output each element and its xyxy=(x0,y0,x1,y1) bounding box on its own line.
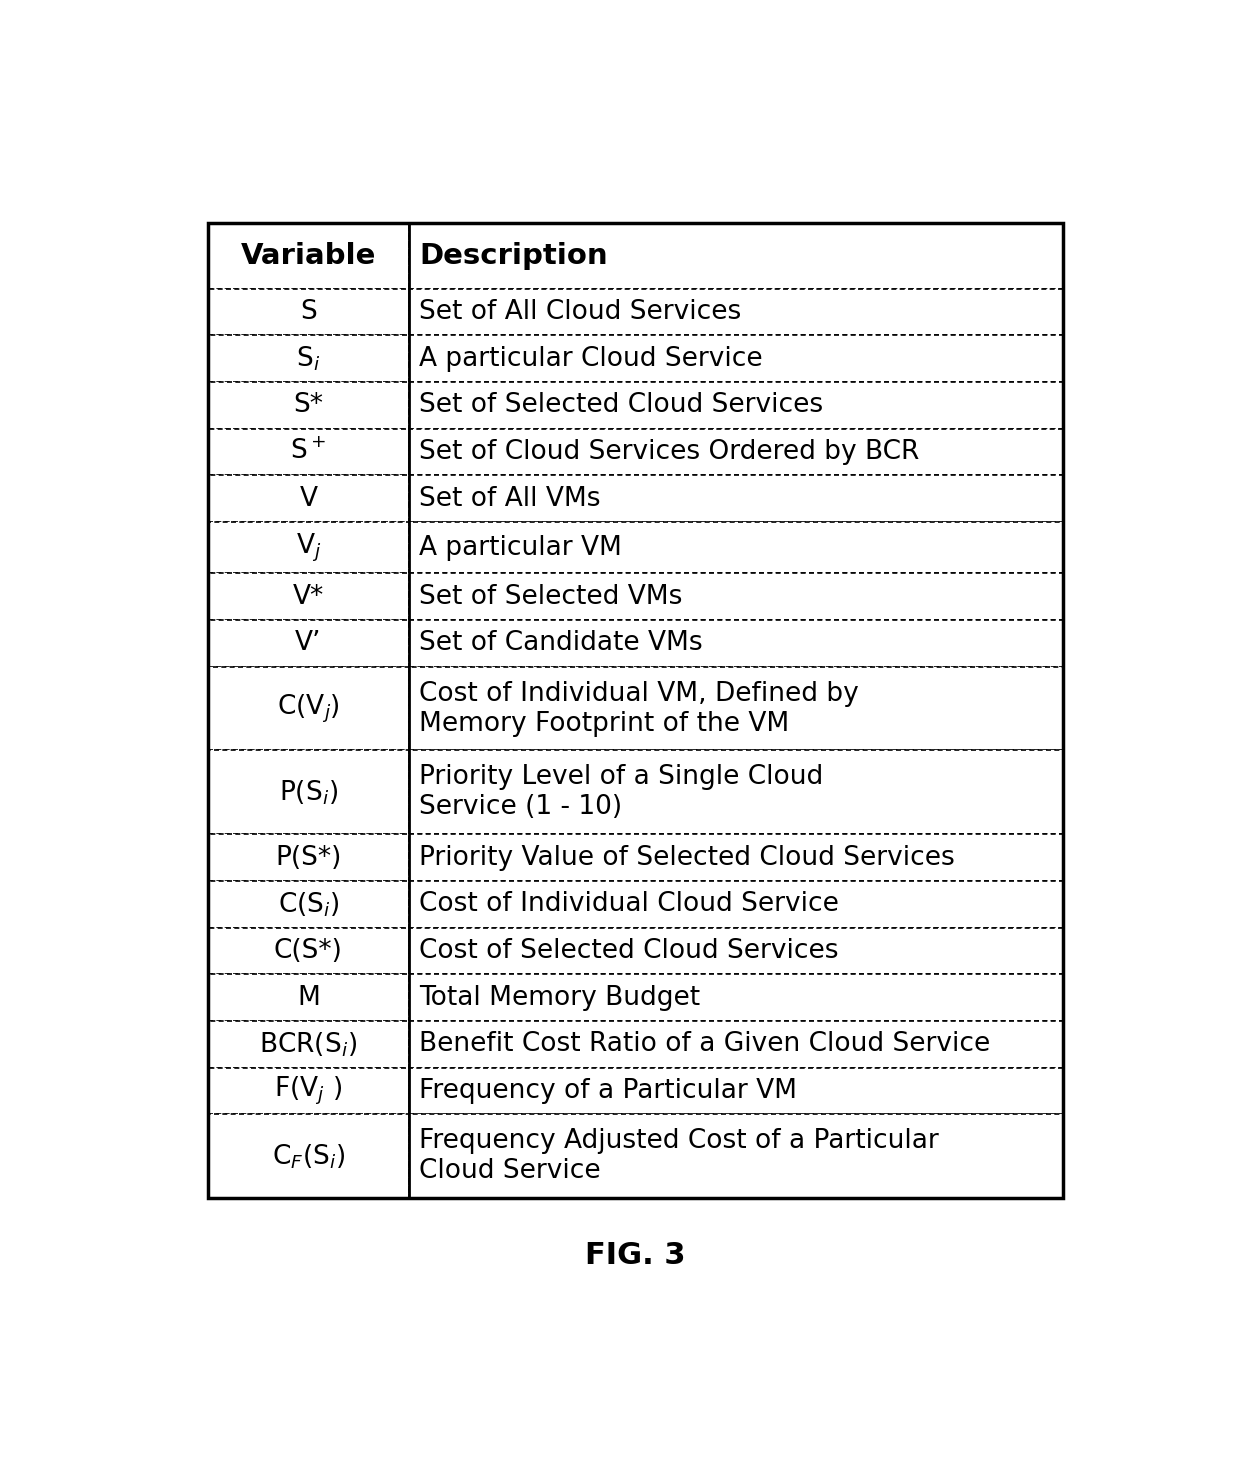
Bar xyxy=(208,621,409,666)
Bar xyxy=(409,521,1063,573)
Text: C(S$_i$): C(S$_i$) xyxy=(278,890,340,918)
Bar xyxy=(409,475,1063,521)
Bar xyxy=(409,1114,1063,1198)
Bar xyxy=(208,289,409,335)
Text: Frequency Adjusted Cost of a Particular
Cloud Service: Frequency Adjusted Cost of a Particular … xyxy=(419,1129,939,1185)
Bar xyxy=(208,1020,409,1068)
Text: C(S*): C(S*) xyxy=(274,937,342,964)
Bar xyxy=(208,573,409,621)
Text: S$^+$: S$^+$ xyxy=(290,438,326,465)
Bar xyxy=(208,224,409,289)
Text: Set of All VMs: Set of All VMs xyxy=(419,486,600,511)
Bar xyxy=(208,335,409,382)
Text: Priority Value of Selected Cloud Services: Priority Value of Selected Cloud Service… xyxy=(419,844,955,871)
Text: Set of Candidate VMs: Set of Candidate VMs xyxy=(419,631,703,656)
Bar xyxy=(409,428,1063,475)
Bar xyxy=(208,666,409,751)
Text: Priority Level of a Single Cloud
Service (1 - 10): Priority Level of a Single Cloud Service… xyxy=(419,764,823,820)
Text: Frequency of a Particular VM: Frequency of a Particular VM xyxy=(419,1078,797,1103)
Text: S: S xyxy=(300,299,316,324)
Bar xyxy=(208,834,409,881)
Text: C(V$_j$): C(V$_j$) xyxy=(277,692,340,724)
Text: V$_j$: V$_j$ xyxy=(295,532,321,564)
Text: M: M xyxy=(296,985,320,1010)
Text: Set of Selected VMs: Set of Selected VMs xyxy=(419,584,682,610)
Text: FIG. 3: FIG. 3 xyxy=(585,1241,686,1269)
Text: Cost of Individual Cloud Service: Cost of Individual Cloud Service xyxy=(419,892,839,917)
Text: BCR(S$_i$): BCR(S$_i$) xyxy=(259,1031,357,1059)
Bar xyxy=(409,335,1063,382)
Bar xyxy=(208,475,409,521)
Bar xyxy=(208,1114,409,1198)
Text: S*: S* xyxy=(294,392,324,418)
Bar xyxy=(208,521,409,573)
Bar xyxy=(409,621,1063,666)
Text: P(S*): P(S*) xyxy=(275,844,341,871)
Bar xyxy=(409,974,1063,1020)
Text: V’: V’ xyxy=(295,631,321,656)
Bar xyxy=(409,289,1063,335)
Text: Set of Selected Cloud Services: Set of Selected Cloud Services xyxy=(419,392,823,418)
Bar xyxy=(208,974,409,1020)
Text: A particular Cloud Service: A particular Cloud Service xyxy=(419,345,763,372)
Bar xyxy=(409,1020,1063,1068)
Text: Cost of Individual VM, Defined by
Memory Footprint of the VM: Cost of Individual VM, Defined by Memory… xyxy=(419,680,859,736)
Text: Variable: Variable xyxy=(241,241,376,270)
Text: Description: Description xyxy=(419,241,608,270)
Bar xyxy=(208,1068,409,1114)
Text: Cost of Selected Cloud Services: Cost of Selected Cloud Services xyxy=(419,937,838,964)
Text: V*: V* xyxy=(293,584,324,610)
Bar xyxy=(208,382,409,428)
Bar xyxy=(208,428,409,475)
Bar xyxy=(208,927,409,974)
Bar xyxy=(208,224,1063,1198)
Bar xyxy=(409,573,1063,621)
Bar xyxy=(409,224,1063,289)
Text: C$_F$(S$_i$): C$_F$(S$_i$) xyxy=(272,1142,345,1170)
Bar xyxy=(409,751,1063,834)
Bar xyxy=(409,927,1063,974)
Bar xyxy=(409,834,1063,881)
Text: S$_i$: S$_i$ xyxy=(296,345,320,373)
Bar xyxy=(409,666,1063,751)
Text: Set of All Cloud Services: Set of All Cloud Services xyxy=(419,299,742,324)
Text: P(S$_i$): P(S$_i$) xyxy=(279,778,337,807)
Bar xyxy=(409,881,1063,927)
Text: F(V$_j$ ): F(V$_j$ ) xyxy=(274,1075,342,1108)
Bar xyxy=(409,1068,1063,1114)
Text: A particular VM: A particular VM xyxy=(419,535,622,561)
Text: Set of Cloud Services Ordered by BCR: Set of Cloud Services Ordered by BCR xyxy=(419,438,920,465)
Text: V: V xyxy=(299,486,317,511)
Text: Benefit Cost Ratio of a Given Cloud Service: Benefit Cost Ratio of a Given Cloud Serv… xyxy=(419,1031,991,1057)
Bar xyxy=(409,382,1063,428)
Text: Total Memory Budget: Total Memory Budget xyxy=(419,985,701,1010)
Bar xyxy=(208,881,409,927)
Bar xyxy=(208,751,409,834)
